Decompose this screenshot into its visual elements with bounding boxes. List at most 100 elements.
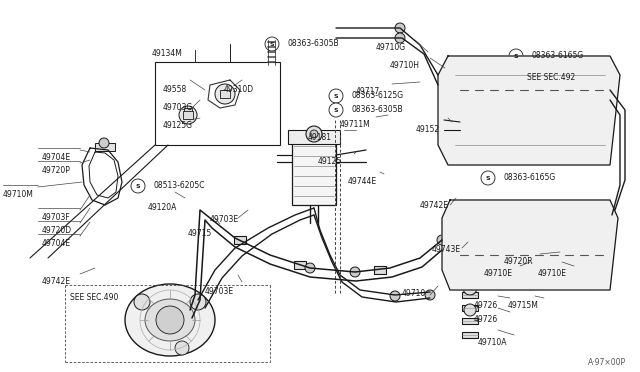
Text: SEE SEC.492: SEE SEC.492: [527, 73, 575, 82]
Polygon shape: [438, 56, 620, 165]
Circle shape: [329, 103, 343, 117]
Text: 49710A: 49710A: [478, 338, 508, 347]
Text: 49703E: 49703E: [210, 215, 239, 224]
Text: S: S: [486, 176, 490, 180]
Text: 08363-6165G: 08363-6165G: [531, 51, 583, 61]
Text: 49743E: 49743E: [432, 245, 461, 254]
Text: 49152: 49152: [416, 125, 440, 134]
Text: 49704E: 49704E: [42, 153, 71, 162]
Text: 49710: 49710: [402, 289, 426, 298]
Text: 49720R: 49720R: [504, 257, 534, 266]
Ellipse shape: [125, 284, 215, 356]
Circle shape: [459, 209, 477, 227]
Bar: [95, 143, 115, 151]
Circle shape: [265, 37, 279, 51]
Bar: [234, 236, 246, 244]
Bar: [374, 266, 386, 274]
Circle shape: [306, 126, 322, 142]
Text: 49704E: 49704E: [42, 239, 71, 248]
Bar: [183, 111, 193, 119]
Text: 49134M: 49134M: [152, 49, 183, 58]
Circle shape: [464, 214, 472, 222]
Circle shape: [452, 122, 468, 138]
Text: S: S: [333, 108, 339, 112]
Text: 49703E: 49703E: [205, 287, 234, 296]
Circle shape: [156, 306, 184, 334]
Text: 08363-6305B: 08363-6305B: [287, 39, 339, 48]
Text: 49310D: 49310D: [224, 85, 254, 94]
Text: 49710E: 49710E: [484, 269, 513, 278]
Bar: [288, 130, 340, 144]
Circle shape: [551, 209, 569, 227]
Circle shape: [462, 80, 482, 100]
Circle shape: [131, 179, 145, 193]
Text: 49726: 49726: [474, 301, 499, 310]
Bar: [292, 142, 336, 205]
Circle shape: [390, 291, 400, 301]
Circle shape: [305, 263, 315, 273]
Circle shape: [215, 84, 235, 104]
Circle shape: [496, 144, 504, 152]
Circle shape: [468, 86, 476, 94]
Text: 49120A: 49120A: [148, 203, 177, 212]
Text: 49181: 49181: [308, 133, 332, 142]
Text: 49710G: 49710G: [376, 43, 406, 52]
Circle shape: [464, 304, 476, 316]
Text: 49703F: 49703F: [42, 213, 71, 222]
Circle shape: [463, 281, 477, 295]
Text: 49717: 49717: [356, 87, 380, 96]
Circle shape: [425, 290, 435, 300]
Circle shape: [395, 23, 405, 33]
Circle shape: [556, 214, 564, 222]
Text: S: S: [136, 183, 140, 189]
Text: 49125G: 49125G: [163, 121, 193, 130]
Text: 08363-6125G: 08363-6125G: [351, 92, 403, 100]
Text: S: S: [514, 54, 518, 58]
Circle shape: [190, 294, 206, 310]
Text: 49742E: 49742E: [420, 201, 449, 210]
Text: 08363-6305B: 08363-6305B: [351, 106, 403, 115]
Circle shape: [175, 341, 189, 355]
Circle shape: [221, 90, 229, 98]
Bar: [184, 108, 192, 113]
Circle shape: [134, 294, 150, 310]
Text: 49715M: 49715M: [508, 301, 539, 310]
Text: 49742E: 49742E: [42, 277, 71, 286]
Circle shape: [509, 49, 523, 63]
Text: 49710E: 49710E: [538, 269, 567, 278]
Text: 08513-6205C: 08513-6205C: [153, 182, 205, 190]
Text: SEE SEC.490: SEE SEC.490: [70, 293, 118, 302]
Circle shape: [310, 130, 318, 138]
Circle shape: [491, 139, 509, 157]
Text: S: S: [269, 42, 275, 46]
Ellipse shape: [145, 299, 195, 341]
Bar: [155, 62, 280, 145]
Text: 08363-6165G: 08363-6165G: [503, 173, 556, 183]
Bar: [495, 144, 505, 152]
Text: 49558: 49558: [163, 85, 188, 94]
Circle shape: [179, 106, 197, 124]
Circle shape: [481, 171, 495, 185]
Text: 49720P: 49720P: [42, 166, 71, 175]
Bar: [462, 292, 478, 298]
Bar: [220, 90, 230, 98]
Text: S: S: [333, 93, 339, 99]
Bar: [467, 86, 477, 94]
Circle shape: [99, 138, 109, 148]
Circle shape: [395, 33, 405, 43]
Text: 49710M: 49710M: [3, 190, 34, 199]
Circle shape: [437, 235, 447, 245]
Text: 49703G: 49703G: [163, 103, 193, 112]
Text: 49125: 49125: [318, 157, 342, 166]
Text: 49726: 49726: [474, 315, 499, 324]
Bar: [555, 214, 565, 222]
Bar: [462, 332, 478, 338]
Text: 49711M: 49711M: [340, 120, 371, 129]
Bar: [462, 305, 478, 311]
Circle shape: [481, 75, 495, 89]
Text: 49710H: 49710H: [390, 61, 420, 70]
Polygon shape: [442, 200, 618, 290]
Text: 49744E: 49744E: [348, 177, 377, 186]
Text: 49715: 49715: [188, 229, 212, 238]
Bar: [294, 261, 306, 269]
